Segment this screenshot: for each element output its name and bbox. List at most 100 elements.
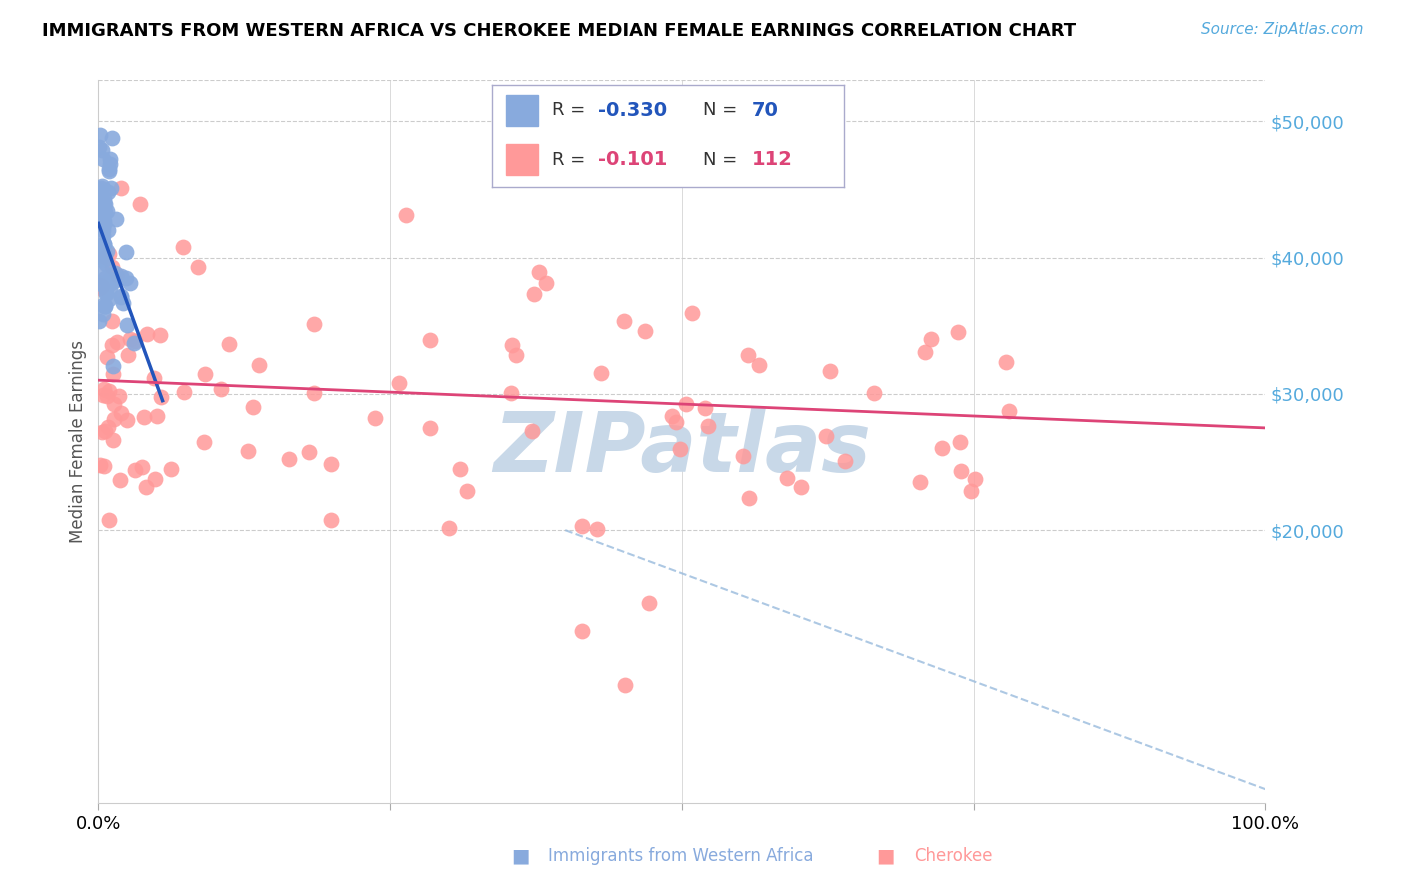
Point bbox=[100, 337, 122, 351]
Point bbox=[91, 307, 114, 321]
Point bbox=[134, 410, 156, 425]
Point bbox=[388, 376, 411, 390]
Point bbox=[103, 433, 125, 447]
Point bbox=[90, 251, 112, 265]
Point bbox=[501, 338, 523, 352]
Point bbox=[278, 452, 301, 467]
Point bbox=[89, 277, 111, 292]
Point bbox=[93, 246, 115, 260]
Point bbox=[94, 424, 117, 438]
Point bbox=[96, 244, 118, 258]
Point bbox=[117, 347, 139, 361]
Point bbox=[236, 443, 259, 458]
Point bbox=[613, 314, 636, 328]
Point bbox=[737, 491, 759, 505]
Point bbox=[437, 520, 460, 534]
Point bbox=[931, 442, 953, 456]
Point bbox=[97, 222, 120, 236]
Point bbox=[247, 358, 270, 372]
Point bbox=[104, 266, 127, 280]
FancyBboxPatch shape bbox=[506, 145, 537, 175]
Point bbox=[94, 252, 117, 266]
Point bbox=[135, 480, 157, 494]
Point bbox=[87, 183, 110, 197]
Point bbox=[501, 386, 523, 401]
Point bbox=[90, 279, 112, 293]
Point bbox=[321, 458, 343, 472]
Point bbox=[194, 367, 217, 381]
Point bbox=[960, 484, 983, 499]
Point bbox=[105, 334, 128, 349]
Point bbox=[101, 260, 124, 274]
Point bbox=[93, 153, 115, 167]
Point bbox=[218, 337, 240, 351]
Point bbox=[949, 435, 972, 450]
Point bbox=[419, 421, 441, 435]
Point bbox=[110, 290, 132, 304]
Point bbox=[862, 385, 884, 400]
Point bbox=[108, 389, 131, 403]
Point bbox=[90, 204, 112, 219]
Point bbox=[634, 325, 657, 339]
Point bbox=[129, 197, 152, 211]
Point bbox=[91, 229, 114, 244]
Point bbox=[571, 624, 593, 638]
Point bbox=[89, 128, 111, 142]
Point bbox=[117, 318, 139, 332]
Text: 112: 112 bbox=[752, 150, 793, 169]
Point bbox=[818, 364, 841, 378]
Point bbox=[93, 214, 115, 228]
Point bbox=[172, 240, 194, 254]
Point bbox=[98, 280, 121, 294]
Point bbox=[638, 597, 661, 611]
Point bbox=[949, 464, 972, 478]
Point bbox=[97, 185, 120, 199]
Point bbox=[89, 238, 111, 252]
Text: -0.101: -0.101 bbox=[598, 150, 666, 169]
Point bbox=[87, 207, 110, 221]
Point bbox=[90, 143, 112, 157]
Point bbox=[110, 268, 132, 283]
Point bbox=[522, 424, 544, 438]
Point bbox=[101, 359, 124, 374]
Point bbox=[364, 410, 387, 425]
Point bbox=[737, 348, 759, 362]
Point bbox=[994, 354, 1017, 368]
Point bbox=[94, 285, 117, 299]
Point bbox=[97, 161, 120, 176]
Point bbox=[614, 678, 637, 692]
Point bbox=[97, 384, 120, 399]
Point bbox=[98, 247, 121, 261]
Point bbox=[89, 458, 111, 472]
Point bbox=[142, 371, 165, 385]
Point bbox=[98, 271, 121, 285]
Point bbox=[93, 196, 115, 211]
Point bbox=[112, 296, 135, 310]
Point bbox=[834, 454, 856, 468]
Text: ■: ■ bbox=[876, 847, 896, 866]
Point bbox=[193, 435, 215, 450]
Point bbox=[748, 358, 770, 372]
Point bbox=[98, 152, 121, 166]
Point bbox=[661, 409, 683, 423]
Point bbox=[87, 276, 110, 290]
Point bbox=[93, 192, 115, 206]
Point bbox=[90, 180, 112, 194]
Point bbox=[124, 463, 146, 477]
Point bbox=[298, 444, 321, 458]
Point bbox=[93, 236, 115, 251]
Point bbox=[920, 332, 942, 346]
Point bbox=[110, 473, 132, 487]
Text: ZIPatlas: ZIPatlas bbox=[494, 408, 870, 489]
Point bbox=[100, 181, 122, 195]
Point bbox=[94, 271, 117, 285]
Point bbox=[131, 459, 153, 474]
Point bbox=[89, 280, 111, 294]
Point bbox=[697, 419, 720, 434]
Point bbox=[319, 513, 342, 527]
Point bbox=[302, 318, 325, 332]
Point bbox=[101, 131, 124, 145]
Point bbox=[105, 212, 128, 227]
Point bbox=[93, 237, 115, 252]
Point bbox=[93, 197, 115, 211]
